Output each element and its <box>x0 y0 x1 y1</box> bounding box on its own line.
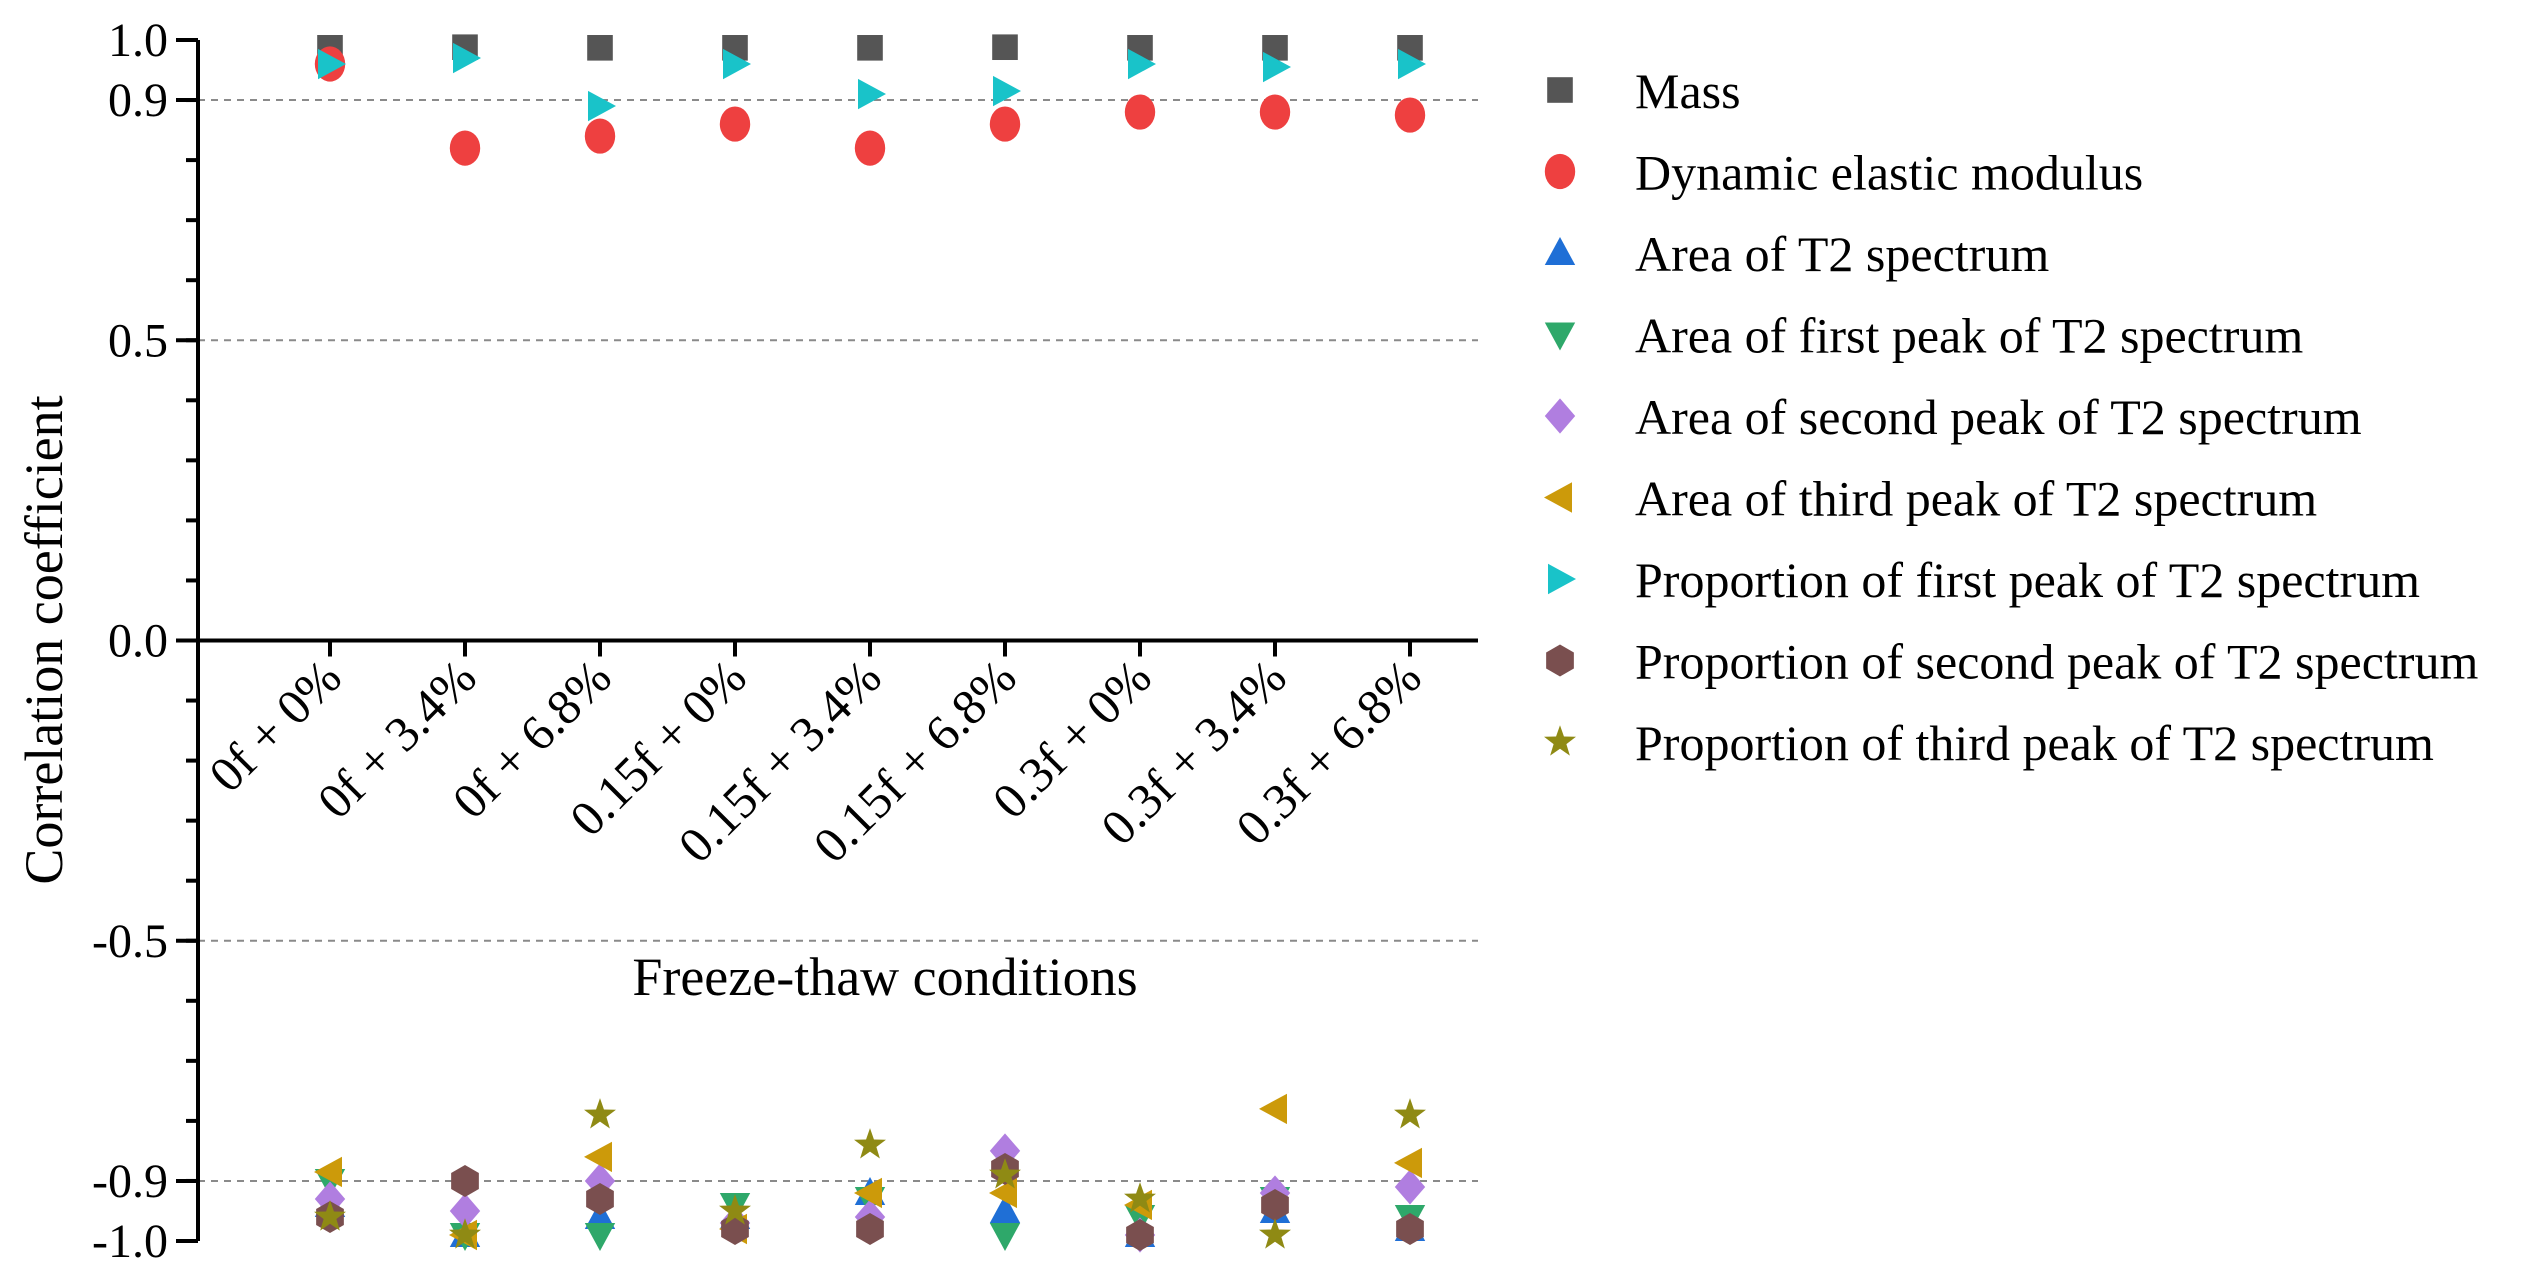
data-point <box>1124 94 1156 130</box>
data-point <box>588 90 616 122</box>
series-proportion-of-first-peak-of-t2-spectrum <box>318 42 1426 122</box>
legend-marker <box>1544 237 1576 265</box>
data-point <box>449 1218 481 1249</box>
data-point <box>584 1098 616 1129</box>
data-point <box>989 1222 1021 1251</box>
legend-label: Area of third peak of T2 spectrum <box>1635 471 2317 527</box>
data-point <box>857 35 883 61</box>
legend-marker <box>1548 563 1576 595</box>
y-tick-label: -0.9 <box>92 1155 168 1208</box>
data-point <box>1126 1218 1154 1251</box>
data-point <box>1394 1098 1426 1129</box>
legend-item: Area of T2 spectrum <box>1544 226 2049 282</box>
data-point <box>1259 1218 1291 1249</box>
data-point <box>856 1212 884 1245</box>
y-axis-title: Correlation coefficient <box>14 395 74 884</box>
legend-item: Area of second peak of T2 spectrum <box>1544 389 2362 445</box>
y-tick-label: 0.5 <box>108 314 168 367</box>
data-point <box>318 48 346 80</box>
data-point <box>858 78 886 110</box>
data-point <box>1394 1147 1422 1179</box>
data-point <box>989 1194 1021 1223</box>
legend-label: Proportion of first peak of T2 spectrum <box>1635 552 2420 608</box>
series-dynamic-elastic-modulus <box>314 46 1426 166</box>
data-point <box>989 106 1021 142</box>
data-point <box>1259 1093 1287 1125</box>
legend-marker <box>1544 725 1576 756</box>
data-point <box>449 130 481 166</box>
legend-label: Proportion of third peak of T2 spectrum <box>1635 715 2434 771</box>
category-labels: 0f + 0%0f + 3.4%0f + 6.8%0.15f + 0%0.15f… <box>198 649 1432 874</box>
legend-marker <box>1544 153 1576 190</box>
data-point <box>453 42 481 74</box>
data-point <box>1263 51 1291 83</box>
data-point <box>989 1177 1017 1209</box>
series-proportion-of-third-peak-of-t2-spectrum <box>314 1098 1426 1249</box>
legend-marker <box>1544 482 1572 513</box>
data-point <box>1394 1169 1426 1205</box>
data-point <box>451 1164 479 1197</box>
legend-marker <box>1544 322 1576 351</box>
legend-item: Proportion of second peak of T2 spectrum <box>1546 634 2478 690</box>
legend-marker <box>1546 644 1574 677</box>
y-tick-label: -1.0 <box>92 1215 168 1268</box>
data-point <box>1128 48 1156 80</box>
data-point <box>989 1158 1021 1189</box>
axes: 1.0 0.9 0.5 0.0 -0.5 -0.9 -1.0 <box>92 14 1478 1268</box>
data-point <box>854 1128 886 1159</box>
legend-label: Proportion of second peak of T2 spectrum <box>1635 634 2478 690</box>
data-point <box>584 1200 616 1229</box>
data-point <box>314 1200 346 1231</box>
legend-marker <box>1547 77 1573 103</box>
data-point <box>587 35 613 61</box>
data-point <box>719 1194 751 1225</box>
data-point <box>992 34 1018 61</box>
data-point <box>314 1156 342 1188</box>
data-point <box>586 1182 614 1215</box>
x-axis-title: Freeze-thaw conditions <box>632 947 1137 1007</box>
legend-label: Area of first peak of T2 spectrum <box>1635 308 2303 364</box>
data-point <box>854 1177 882 1209</box>
data-points <box>314 34 1426 1253</box>
legend-item: Mass <box>1547 63 1741 119</box>
legend-label: Area of second peak of T2 spectrum <box>1635 389 2362 445</box>
data-point <box>1261 1188 1289 1221</box>
data-point <box>1124 1182 1156 1213</box>
legend-item: Proportion of third peak of T2 spectrum <box>1544 715 2434 771</box>
data-point <box>854 130 886 166</box>
legend-label: Mass <box>1635 63 1741 119</box>
data-point <box>1394 97 1426 133</box>
legend-label: Dynamic elastic modulus <box>1635 145 2143 201</box>
data-point <box>993 75 1021 107</box>
legend-item: Area of first peak of T2 spectrum <box>1544 308 2303 364</box>
data-point <box>584 118 616 154</box>
data-point <box>1259 94 1291 130</box>
y-tick-label: -0.5 <box>92 915 168 968</box>
legend-marker <box>1544 398 1576 434</box>
data-point <box>1398 48 1426 80</box>
data-point <box>584 1222 616 1251</box>
legend-item: Proportion of first peak of T2 spectrum <box>1548 552 2420 608</box>
y-tick-label: 0.0 <box>108 615 168 668</box>
legend-label: Area of T2 spectrum <box>1635 226 2049 282</box>
data-point <box>584 1141 612 1173</box>
data-point <box>723 48 751 80</box>
data-point <box>449 1193 481 1229</box>
data-point <box>719 106 751 142</box>
legend: Mass Dynamic elastic modulus Area of T2 sp… <box>1544 63 2478 771</box>
data-point <box>1396 1212 1424 1245</box>
y-tick-label: 1.0 <box>108 14 168 67</box>
legend-item: Dynamic elastic modulus <box>1544 145 2143 201</box>
y-tick-label: 0.9 <box>108 74 168 127</box>
legend-item: Area of third peak of T2 spectrum <box>1544 471 2317 527</box>
series-mass <box>317 34 1423 61</box>
